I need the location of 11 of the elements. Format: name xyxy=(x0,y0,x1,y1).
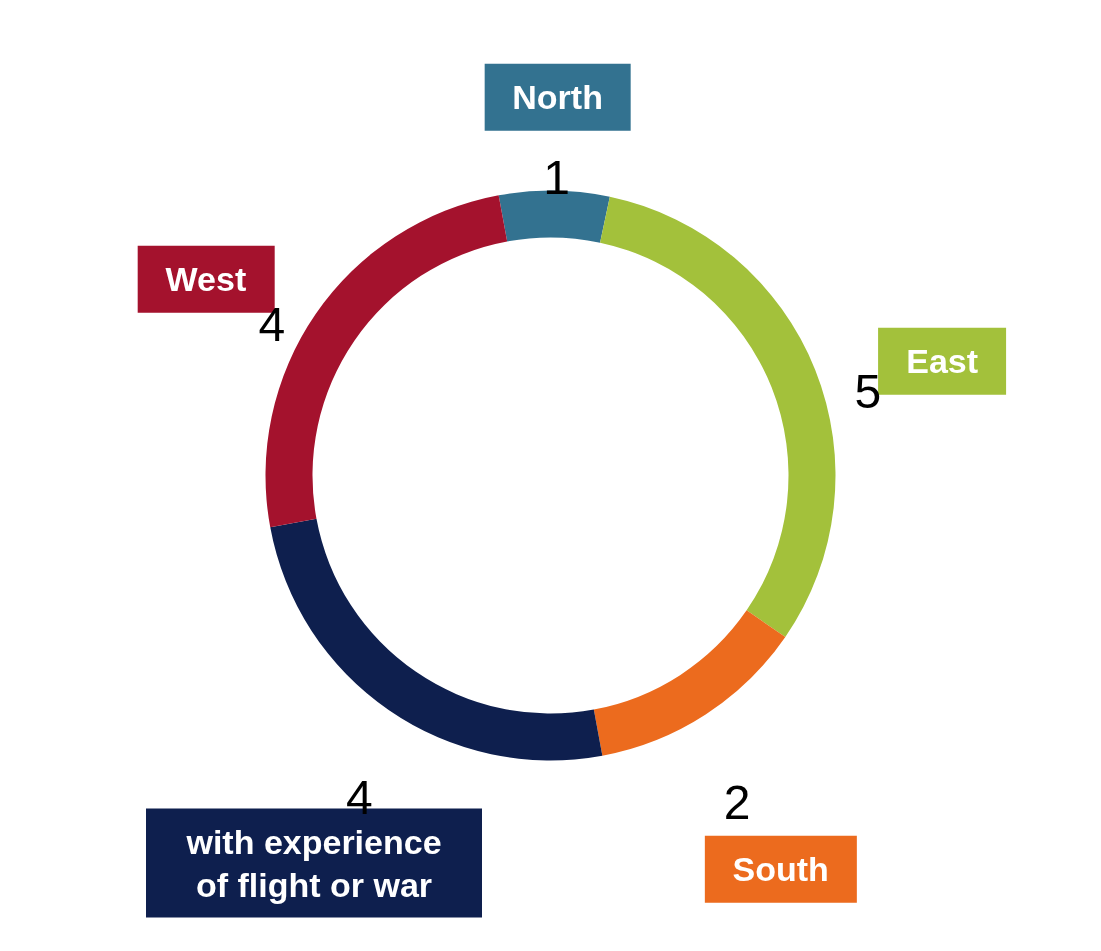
slice-label: North xyxy=(484,63,631,131)
data-label: 1 xyxy=(543,149,570,205)
donut-slice xyxy=(593,610,786,756)
slice-label: West xyxy=(165,259,247,298)
data-label: 5 xyxy=(854,363,882,419)
data-label: 4 xyxy=(258,296,286,352)
donut-slice xyxy=(270,518,603,761)
donut-slice xyxy=(600,196,836,637)
data-label: 2 xyxy=(723,774,751,830)
slice-label: East xyxy=(906,342,979,381)
slice-label: South xyxy=(704,836,857,903)
